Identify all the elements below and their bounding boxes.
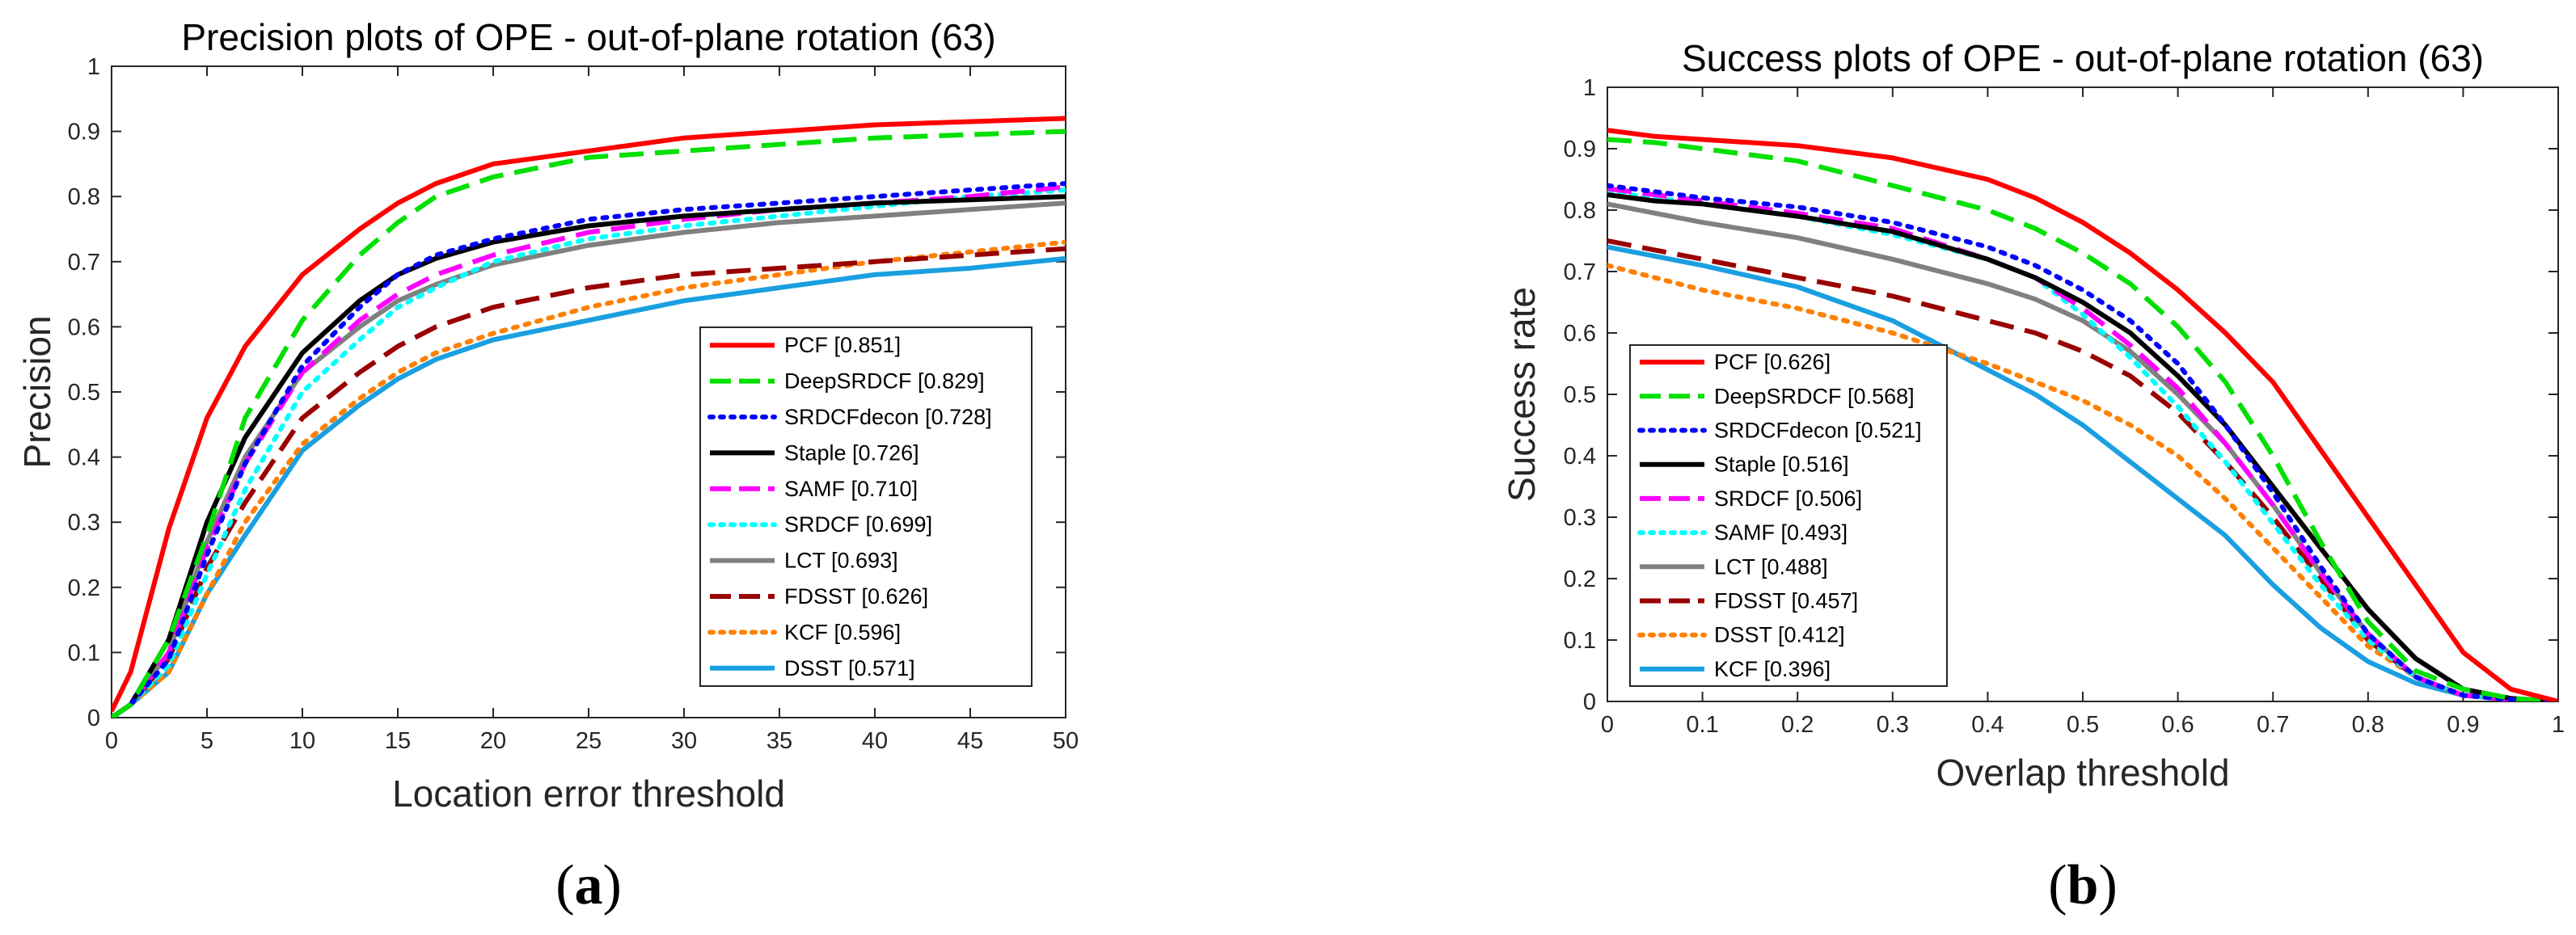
y-tick-label: 0.6 (68, 314, 100, 340)
y-tick-label: 0.9 (1564, 137, 1596, 162)
y-tick-label: 0.2 (1564, 566, 1596, 592)
x-tick-label: 5 (201, 728, 213, 754)
x-tick-label: 20 (480, 728, 506, 754)
series-line (112, 181, 1066, 718)
x-tick-label: 0.2 (1781, 712, 1814, 738)
x-tick-label: 30 (671, 728, 697, 754)
legend-label: SRDCF [0.506] (1714, 486, 1862, 511)
series-line (1607, 183, 2558, 701)
legend-label: FDSST [0.457] (1714, 589, 1858, 613)
y-tick-label: 1 (1583, 75, 1596, 101)
y-tick-label: 0.2 (68, 575, 100, 601)
legend-label: DSST [0.571] (784, 656, 915, 680)
x-tick-label: 0.1 (1686, 712, 1718, 738)
legend-label: FDSST [0.626] (784, 584, 928, 609)
series-line (112, 255, 1066, 718)
legend: PCF [0.851] DeepSRDCF [0.829] SRDCFdecon [… (699, 326, 1033, 687)
y-tick-label: 0.7 (1564, 259, 1596, 285)
x-tick-label: 0 (1601, 712, 1614, 738)
series-line (1607, 192, 2558, 701)
y-tick-label: 0 (87, 705, 100, 731)
series-line (112, 128, 1066, 718)
precision-plot-panel: Precision plots of OPE - out-of-plane ro… (16, 16, 1079, 916)
x-tick-label: 0.6 (2161, 712, 2194, 738)
legend-box (699, 326, 1033, 687)
plot-title: Precision plots of OPE - out-of-plane ro… (181, 16, 995, 58)
x-tick-label: 50 (1053, 728, 1079, 754)
series-line (1607, 137, 2558, 701)
x-tick-label: 1 (2552, 712, 2565, 738)
series-line (112, 239, 1066, 718)
legend-label: DeepSRDCF [0.829] (784, 369, 985, 394)
legend-label: PCF [0.851] (784, 333, 901, 357)
legend-label: DeepSRDCF [0.568] (1714, 384, 1915, 408)
x-tick-label: 0.4 (1971, 712, 2004, 738)
y-tick-label: 0.8 (68, 184, 100, 210)
y-tick-label: 0.6 (1564, 321, 1596, 347)
legend: PCF [0.626] DeepSRDCF [0.568] SRDCFdecon [… (1629, 344, 1948, 687)
y-tick-label: 0.3 (1564, 505, 1596, 531)
y-tick-label: 0.4 (68, 445, 100, 471)
subfigure-label: (b) (2048, 854, 2118, 916)
y-tick-label: 0.8 (1564, 198, 1596, 224)
y-tick-label: 0.7 (68, 250, 100, 276)
x-tick-label: 10 (289, 728, 315, 754)
legend-label: KCF [0.396] (1714, 657, 1831, 681)
success-plot-panel: Success plots of OPE - out-of-plane rota… (1501, 37, 2565, 916)
legend-label: LCT [0.693] (784, 549, 898, 573)
x-axis-label: Overlap threshold (1936, 752, 2229, 794)
x-tick-label: 0 (105, 728, 118, 754)
y-axis-label: Precision (16, 315, 58, 468)
legend-label: KCF [0.596] (784, 620, 901, 644)
x-axis-label: Location error threshold (392, 773, 785, 815)
legend-label: SAMF [0.710] (784, 477, 918, 501)
y-tick-label: 0.1 (1564, 628, 1596, 654)
series-line (1607, 186, 2558, 701)
x-tick-label: 45 (957, 728, 983, 754)
x-tick-label: 0.5 (2067, 712, 2099, 738)
y-tick-label: 0.4 (1564, 444, 1596, 470)
legend-label: SAMF [0.493] (1714, 520, 1848, 545)
x-tick-label: 25 (576, 728, 602, 754)
legend-label: Staple [0.516] (1714, 453, 1849, 477)
x-tick-label: 0.3 (1877, 712, 1909, 738)
legend-label: Staple [0.726] (784, 440, 919, 465)
subfigure-label: (a) (555, 854, 622, 916)
legend-label: LCT [0.488] (1714, 554, 1828, 579)
y-tick-label: 0.1 (68, 640, 100, 666)
x-tick-label: 0.7 (2257, 712, 2289, 738)
y-tick-label: 0 (1583, 689, 1596, 715)
legend-label: SRDCFdecon [0.521] (1714, 419, 1922, 443)
x-tick-label: 15 (385, 728, 411, 754)
series-line (112, 187, 1066, 718)
series-group (1607, 128, 2558, 701)
legend-label: DSST [0.412] (1714, 623, 1845, 647)
legend-label: PCF [0.626] (1714, 350, 1831, 374)
y-axis-label: Success rate (1501, 287, 1543, 502)
y-tick-label: 0.9 (68, 120, 100, 145)
y-tick-label: 0.5 (68, 380, 100, 406)
series-line (112, 116, 1066, 713)
series-line (112, 246, 1066, 718)
x-tick-label: 35 (766, 728, 792, 754)
series-group (112, 116, 1066, 718)
x-tick-label: 40 (862, 728, 888, 754)
y-tick-label: 1 (87, 54, 100, 80)
y-tick-label: 0.3 (68, 510, 100, 536)
x-tick-label: 0.9 (2447, 712, 2479, 738)
plot-title: Success plots of OPE - out-of-plane rota… (1682, 37, 2484, 79)
legend-label: SRDCFdecon [0.728] (784, 405, 992, 429)
legend-box (1629, 344, 1948, 687)
series-line (1607, 244, 2558, 701)
y-tick-label: 0.5 (1564, 382, 1596, 408)
x-tick-label: 0.8 (2352, 712, 2384, 738)
series-line (1607, 128, 2558, 701)
legend-label: SRDCF [0.699] (784, 512, 932, 537)
